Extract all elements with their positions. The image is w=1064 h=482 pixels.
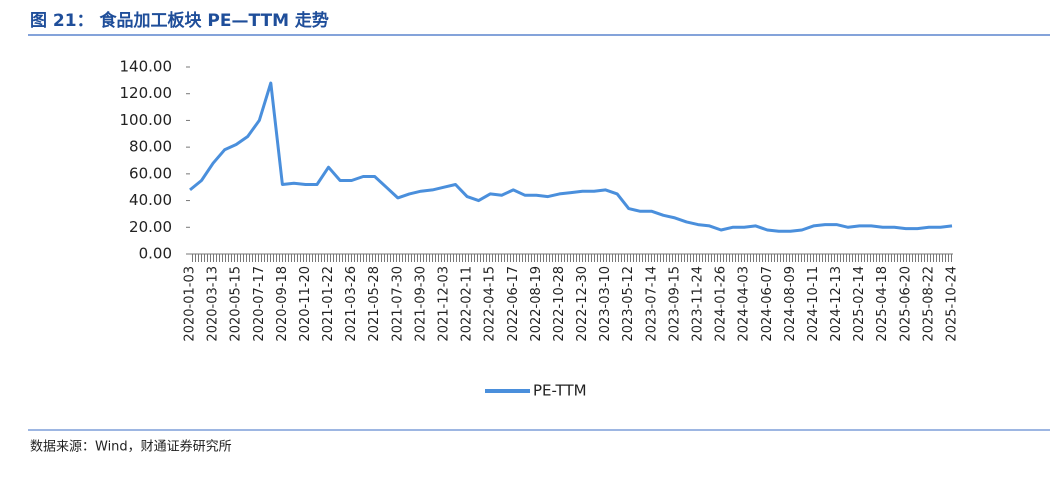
x-tick-label: 2022-06-17 bbox=[506, 266, 521, 342]
x-tick-band bbox=[190, 254, 952, 262]
x-tick-label: 2020-07-17 bbox=[252, 266, 267, 342]
x-tick-label: 2020-05-15 bbox=[229, 266, 244, 342]
x-tick-label: 2022-10-28 bbox=[552, 266, 567, 342]
x-tick-label: 2020-09-18 bbox=[275, 266, 290, 342]
y-tick-label: 40.00 bbox=[129, 191, 172, 209]
title: 图 21： 食品加工板块 PE—TTM 走势 bbox=[30, 10, 329, 31]
y-tick-label: 120.00 bbox=[120, 84, 173, 102]
y-tick-label: 20.00 bbox=[129, 218, 172, 236]
x-tick-label: 2025-04-18 bbox=[875, 266, 890, 342]
x-tick-label: 2023-03-10 bbox=[598, 266, 613, 342]
legend-label: PE-TTM bbox=[533, 382, 587, 400]
x-tick-label: 2021-12-03 bbox=[437, 266, 452, 342]
x-tick-label: 2025-08-22 bbox=[921, 266, 936, 342]
x-tick-label: 2021-07-30 bbox=[390, 266, 405, 342]
x-tick-label: 2025-06-20 bbox=[898, 266, 913, 342]
x-tick-label: 2024-01-26 bbox=[714, 266, 729, 342]
x-tick-label: 2020-11-20 bbox=[298, 266, 313, 342]
x-tick-label: 2024-06-07 bbox=[760, 266, 775, 342]
x-tick-label: 2022-08-19 bbox=[529, 266, 544, 342]
x-tick-label: 2021-01-22 bbox=[321, 266, 336, 342]
y-tick-label: 60.00 bbox=[129, 164, 172, 182]
x-tick-label: 2020-01-03 bbox=[183, 266, 198, 342]
x-tick-label: 2023-09-15 bbox=[667, 266, 682, 342]
y-tick-label: 0.00 bbox=[139, 245, 172, 263]
x-tick-label: 2024-08-09 bbox=[783, 266, 798, 342]
x-tick-label: 2024-04-03 bbox=[737, 266, 752, 342]
x-tick-label: 2025-02-14 bbox=[852, 266, 867, 342]
y-tick-label: 80.00 bbox=[129, 138, 172, 156]
x-tick-label: 2023-05-12 bbox=[621, 266, 636, 342]
x-tick-label: 2024-10-11 bbox=[806, 266, 821, 342]
x-tick-label: 2020-03-13 bbox=[206, 266, 221, 342]
x-tick-label: 2021-03-26 bbox=[344, 266, 359, 342]
y-tick-label: 140.00 bbox=[120, 58, 173, 76]
x-tick-label: 2021-09-30 bbox=[413, 266, 428, 342]
x-tick-label: 2021-05-28 bbox=[367, 266, 382, 342]
x-tick-label: 2024-12-13 bbox=[829, 266, 844, 342]
x-tick-label: 2023-11-24 bbox=[691, 266, 706, 342]
x-tick-label: 2022-04-15 bbox=[483, 266, 498, 342]
source: 数据来源：Wind，财通证券研究所 bbox=[30, 439, 232, 455]
x-tick-label: 2022-02-11 bbox=[460, 266, 475, 342]
line bbox=[189, 81, 953, 233]
x-tick-label: 2022-12-30 bbox=[575, 266, 590, 342]
x-tick-label: 2025-10-24 bbox=[945, 266, 960, 342]
x-tick-label: 2023-07-14 bbox=[644, 266, 659, 342]
y-tick-label: 100.00 bbox=[120, 111, 173, 129]
